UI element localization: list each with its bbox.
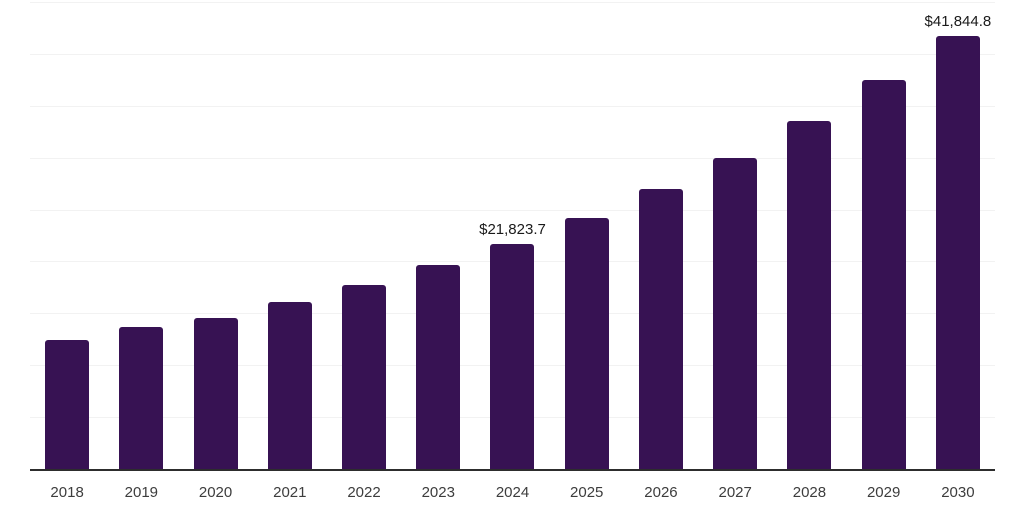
x-tick-label-2024: 2024	[495, 484, 530, 501]
bar-2026	[638, 189, 683, 470]
bar-slot-2027	[698, 3, 772, 470]
bar-2020	[193, 317, 238, 470]
x-tick-label-2020: 2020	[198, 484, 233, 501]
bar-slot-2025	[550, 3, 624, 470]
x-tick-label-2021: 2021	[273, 484, 307, 501]
x-tick-label-2019: 2019	[124, 484, 159, 501]
bar-slot-2028	[772, 3, 846, 470]
bar-2030	[935, 35, 980, 470]
gridline-40000	[30, 53, 995, 55]
bar-2021	[267, 302, 312, 470]
bar-slot-2019	[104, 3, 178, 470]
x-tick-label-2027: 2027	[718, 484, 752, 501]
gridline-45000	[30, 2, 995, 3]
data-label-2024: $21,823.7	[479, 220, 546, 238]
data-label-2030: $41,844.8	[924, 12, 992, 30]
x-axis-line	[30, 469, 995, 471]
bar-slot-2030: $41,844.8	[921, 3, 995, 470]
x-tick-label-2026: 2026	[644, 484, 678, 501]
bar-2027	[713, 157, 758, 470]
x-tick-label-2029: 2029	[866, 484, 901, 501]
bar-slot-2021	[253, 3, 327, 470]
bar-2024	[490, 243, 535, 470]
gridline-30000	[30, 157, 995, 159]
bar-slot-2022	[327, 3, 401, 470]
x-tick-label-2022: 2022	[347, 484, 381, 501]
bar-slot-2018	[30, 3, 104, 470]
bar-2025	[564, 217, 609, 470]
x-tick-label-2028: 2028	[792, 484, 827, 501]
x-tick-label-2023: 2023	[421, 484, 455, 501]
plot-area: $21,823.7 $41,844.8	[30, 2, 995, 471]
bar-2023	[416, 265, 461, 470]
x-tick-label-2018: 2018	[50, 484, 84, 501]
bar-2019	[119, 327, 164, 470]
x-axis-labels: 2018 2019 2020 2021 2022 2023 2024 2025 2026 2027…	[30, 470, 995, 512]
bar-2029	[861, 80, 906, 470]
x-tick-label-2025: 2025	[570, 484, 604, 501]
bar-slot-2020	[178, 3, 252, 470]
gridline-35000	[30, 105, 995, 107]
bar-slot-2029	[847, 3, 921, 470]
bar-2028	[787, 121, 832, 470]
bar-2018	[45, 340, 90, 470]
gridline-25000	[30, 209, 995, 211]
bar-2022	[342, 284, 387, 470]
bar-slot-2023	[401, 3, 475, 470]
bar-slot-2024: $21,823.7	[475, 3, 549, 470]
bar-slot-2026	[624, 3, 698, 470]
x-tick-label-2030: 2030	[941, 484, 975, 501]
